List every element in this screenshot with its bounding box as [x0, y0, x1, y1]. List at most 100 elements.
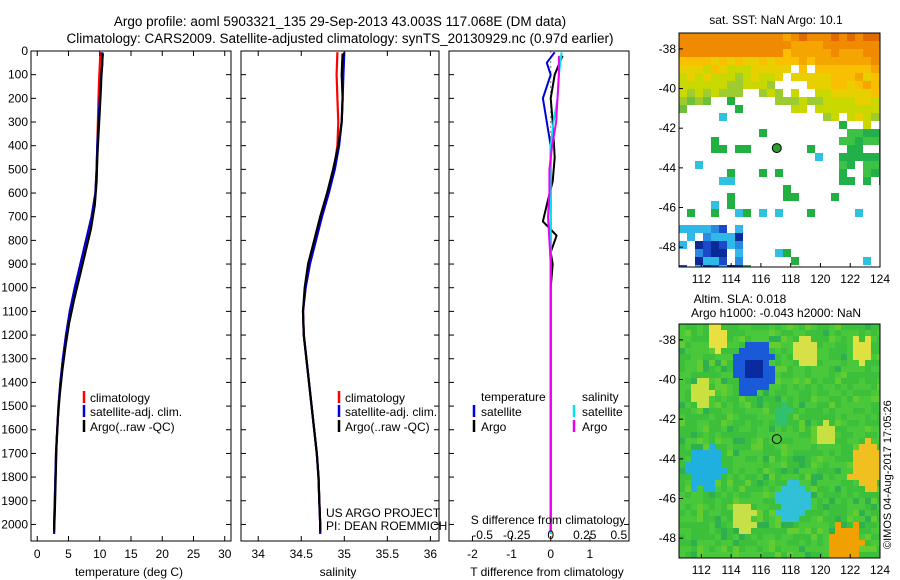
sla-cell: [871, 408, 877, 414]
sla-cell: [805, 342, 811, 348]
sla-cell: [685, 540, 691, 546]
sla-cell: [721, 456, 727, 462]
sla-cell: [853, 504, 859, 510]
sla-cell: [685, 450, 691, 456]
sst-cell: [855, 105, 863, 113]
sla-cell: [871, 540, 877, 546]
sla-cell: [709, 420, 715, 426]
sla-cell: [811, 498, 817, 504]
sla-cell: [781, 498, 787, 504]
sla-cell: [829, 408, 835, 414]
sst-cell: [687, 97, 695, 105]
sla-cell: [685, 444, 691, 450]
sla-cell: [823, 552, 829, 558]
sla-cell: [691, 420, 697, 426]
sla-cell: [811, 336, 817, 342]
sla-cell: [853, 378, 859, 384]
sla-cell: [715, 552, 721, 558]
sla-cell: [733, 354, 739, 360]
sst-cell: [735, 89, 743, 97]
sst-cell: [743, 41, 751, 49]
sla-cell: [787, 456, 793, 462]
sla-cell: [769, 492, 775, 498]
sla-cell: [739, 426, 745, 432]
sla-cell: [811, 462, 817, 468]
sla-cell: [769, 546, 775, 552]
sst-cell: [855, 97, 863, 105]
sst-cell: [799, 73, 807, 81]
sla-cell: [865, 324, 871, 330]
sla-cell: [691, 450, 697, 456]
sla-cell: [781, 504, 787, 510]
sla-cell: [877, 546, 880, 552]
sla-cell: [751, 486, 757, 492]
sla-cell: [871, 510, 877, 516]
sst-cell: [735, 73, 743, 81]
sst-cell: [799, 57, 807, 65]
sla-cell: [697, 324, 703, 330]
sla-cell: [805, 402, 811, 408]
sla-cell: [871, 324, 877, 330]
sst-cell: [855, 57, 863, 65]
sla-cell: [697, 366, 703, 372]
sla-cell: [721, 378, 727, 384]
sla-cell: [757, 474, 763, 480]
sla-cell: [871, 474, 877, 480]
sla-cell: [685, 330, 691, 336]
sla-cell: [805, 390, 811, 396]
sla-cell: [721, 330, 727, 336]
sla-cell: [721, 438, 727, 444]
sla-cell: [811, 420, 817, 426]
sst-cell: [751, 57, 759, 65]
sst-cell: [847, 33, 855, 41]
sla-cell: [793, 534, 799, 540]
sst-cell: [719, 225, 727, 233]
sla-cell: [679, 408, 685, 414]
sla-cell: [721, 462, 727, 468]
sla_map-ytick-label: -44: [659, 452, 677, 466]
sla_map-xtick-label: 120: [810, 563, 830, 577]
sla-cell: [835, 468, 841, 474]
sst-cell: [711, 73, 719, 81]
sla-cell: [751, 384, 757, 390]
sla-cell: [793, 360, 799, 366]
sla-cell: [703, 534, 709, 540]
sla-cell: [757, 336, 763, 342]
sla-cell: [727, 324, 733, 330]
sla-cell: [805, 450, 811, 456]
sst-cell: [863, 49, 871, 57]
sla-cell: [703, 354, 709, 360]
sla-cell: [805, 366, 811, 372]
sla-cell: [739, 354, 745, 360]
sst-cell: [735, 105, 743, 113]
sla-cell: [751, 366, 757, 372]
sst-cell: [863, 177, 871, 185]
sla-cell: [739, 492, 745, 498]
sst-cell: [791, 257, 799, 265]
sla-cell: [877, 510, 880, 516]
sla-cell: [769, 552, 775, 558]
sla-cell: [745, 492, 751, 498]
sla-cell: [709, 390, 715, 396]
sla-cell: [793, 372, 799, 378]
series-line-argo-raw-qc-: [301, 53, 344, 532]
sla-cell: [709, 366, 715, 372]
sla-cell: [733, 528, 739, 534]
sla-cell: [877, 420, 880, 426]
sla-cell: [871, 348, 877, 354]
sla-cell: [847, 522, 853, 528]
sla-cell: [781, 420, 787, 426]
sla-cell: [727, 342, 733, 348]
sla-cell: [787, 324, 793, 330]
temperature-ytick-label: 700: [8, 210, 28, 224]
sla-cell: [865, 402, 871, 408]
sla-cell: [679, 546, 685, 552]
sst-cell: [719, 49, 727, 57]
sla_map-xtick-label: 122: [840, 563, 860, 577]
sla-cell: [757, 348, 763, 354]
sla-cell: [877, 342, 880, 348]
sst-cell: [871, 97, 879, 105]
sla-cell: [817, 396, 823, 402]
sla-cell: [745, 444, 751, 450]
sla-cell: [823, 330, 829, 336]
